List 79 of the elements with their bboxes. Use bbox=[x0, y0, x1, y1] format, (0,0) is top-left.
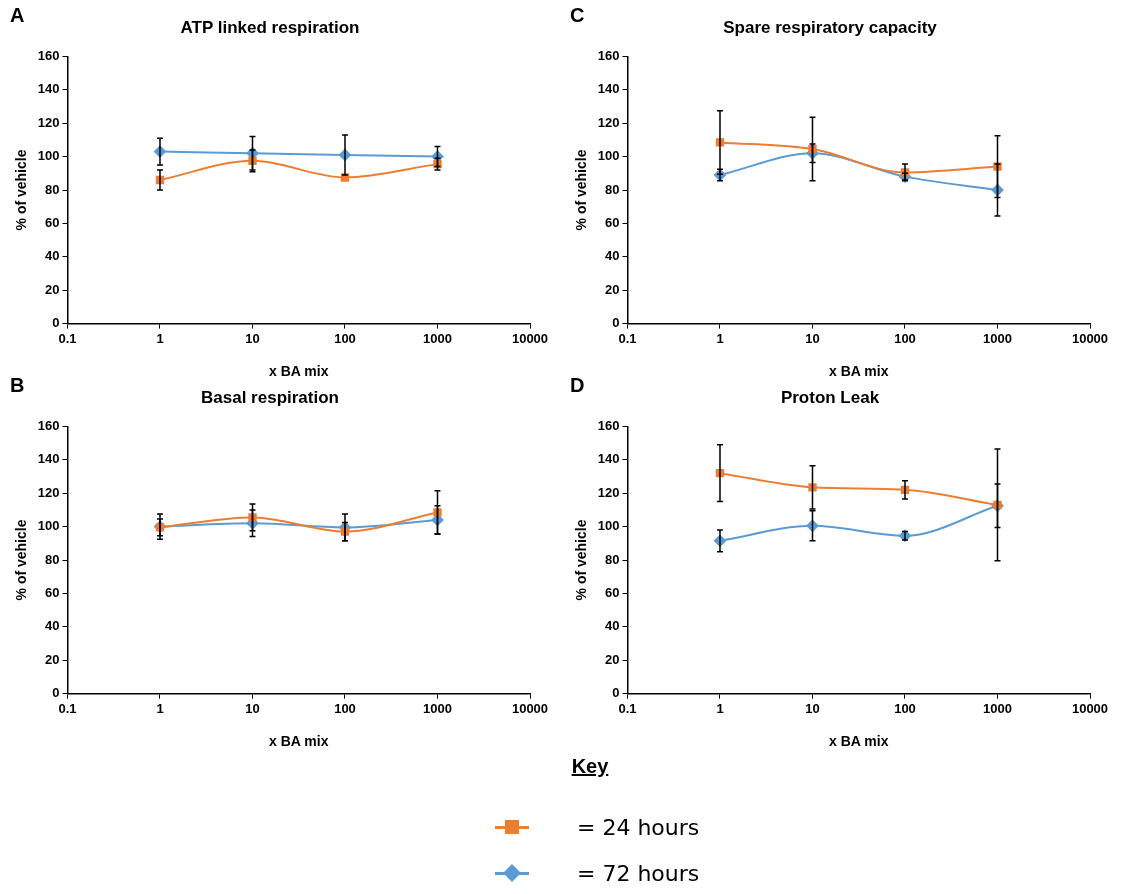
text: B bbox=[10, 373, 25, 396]
y-tick-label: 160 bbox=[597, 47, 620, 63]
y-tick-label: 60 bbox=[45, 584, 60, 600]
y-tick-label: 120 bbox=[597, 114, 620, 130]
y-tick-label: 140 bbox=[597, 81, 620, 97]
legend-title: Key bbox=[570, 755, 610, 778]
y-axis-title: % of vehicle bbox=[573, 519, 590, 601]
x-tick-label: 100 bbox=[334, 330, 356, 346]
x-axis-title: x BA mix bbox=[269, 733, 329, 750]
chart-title: ATP linked respiration bbox=[180, 17, 360, 37]
x-tick-label: 10 bbox=[805, 700, 820, 716]
y-tick-label: 0 bbox=[612, 685, 620, 701]
chart-title: Basal respiration bbox=[201, 387, 339, 407]
y-tick-label: 0 bbox=[52, 685, 60, 701]
x-tick-label: 10000 bbox=[1071, 700, 1109, 716]
y-tick-label: 160 bbox=[37, 417, 60, 433]
y-tick-label: 20 bbox=[605, 281, 620, 297]
x-axis-title: x BA mix bbox=[269, 363, 329, 380]
x-tick-label: 0.1 bbox=[58, 330, 77, 346]
chart-title: Proton Leak bbox=[780, 387, 880, 407]
y-tick-label: 60 bbox=[605, 584, 620, 600]
text: A bbox=[10, 3, 25, 26]
x-tick-label: 1 bbox=[156, 700, 164, 716]
y-tick-label: 140 bbox=[597, 451, 620, 467]
y-tick-label: 0 bbox=[52, 315, 60, 331]
x-tick-label: 10 bbox=[245, 700, 260, 716]
x-axis-title: x BA mix bbox=[829, 733, 889, 750]
y-tick-label: 60 bbox=[45, 214, 60, 230]
y-tick-label: 160 bbox=[37, 47, 60, 63]
y-tick-label: 120 bbox=[37, 114, 60, 130]
x-tick-label: 100 bbox=[894, 700, 916, 716]
x-tick-label: 0.1 bbox=[58, 700, 77, 716]
y-axis-title: % of vehicle bbox=[573, 149, 590, 231]
x-tick-label: 10000 bbox=[511, 330, 549, 346]
x-tick-label: 10 bbox=[245, 330, 260, 346]
text: D bbox=[570, 373, 585, 396]
x-tick-label: 100 bbox=[334, 700, 356, 716]
y-tick-label: 40 bbox=[45, 248, 60, 264]
x-tick-label: 10000 bbox=[1071, 330, 1109, 346]
x-tick-label: 10000 bbox=[511, 700, 549, 716]
x-tick-label: 1000 bbox=[983, 330, 1012, 346]
x-tick-label: 1000 bbox=[983, 700, 1012, 716]
y-tick-label: 80 bbox=[605, 551, 620, 567]
x-tick-label: 100 bbox=[894, 330, 916, 346]
y-tick-label: 60 bbox=[605, 214, 620, 230]
legend-label: = 24 hours bbox=[577, 814, 700, 840]
y-tick-label: 20 bbox=[605, 651, 620, 667]
x-tick-label: 1 bbox=[716, 330, 724, 346]
y-tick-label: 40 bbox=[605, 618, 620, 634]
y-tick-label: 140 bbox=[37, 451, 60, 467]
y-tick-label: 100 bbox=[597, 518, 620, 534]
y-tick-label: 100 bbox=[37, 148, 60, 164]
y-tick-label: 80 bbox=[45, 181, 60, 197]
y-tick-label: 100 bbox=[37, 518, 60, 534]
y-tick-label: 0 bbox=[612, 315, 620, 331]
x-tick-label: 1000 bbox=[423, 330, 452, 346]
x-axis-title: x BA mix bbox=[829, 363, 889, 380]
chart-title: Spare respiratory capacity bbox=[723, 17, 938, 37]
x-tick-label: 10 bbox=[805, 330, 820, 346]
y-tick-label: 100 bbox=[597, 148, 620, 164]
y-axis-title: % of vehicle bbox=[13, 149, 30, 231]
text: C bbox=[570, 3, 585, 26]
x-tick-label: 1000 bbox=[423, 700, 452, 716]
y-tick-label: 40 bbox=[605, 248, 620, 264]
x-tick-label: 1 bbox=[156, 330, 164, 346]
y-tick-label: 40 bbox=[45, 618, 60, 634]
y-tick-label: 20 bbox=[45, 651, 60, 667]
y-tick-label: 160 bbox=[597, 417, 620, 433]
y-tick-label: 80 bbox=[45, 551, 60, 567]
y-tick-label: 120 bbox=[597, 484, 620, 500]
y-tick-label: 20 bbox=[45, 281, 60, 297]
y-tick-label: 120 bbox=[37, 484, 60, 500]
x-tick-label: 0.1 bbox=[618, 330, 637, 346]
y-tick-label: 140 bbox=[37, 81, 60, 97]
y-tick-label: 80 bbox=[605, 181, 620, 197]
legend-label: = 72 hours bbox=[577, 860, 700, 886]
x-tick-label: 0.1 bbox=[618, 700, 637, 716]
y-axis-title: % of vehicle bbox=[13, 519, 30, 601]
x-tick-label: 1 bbox=[716, 700, 724, 716]
